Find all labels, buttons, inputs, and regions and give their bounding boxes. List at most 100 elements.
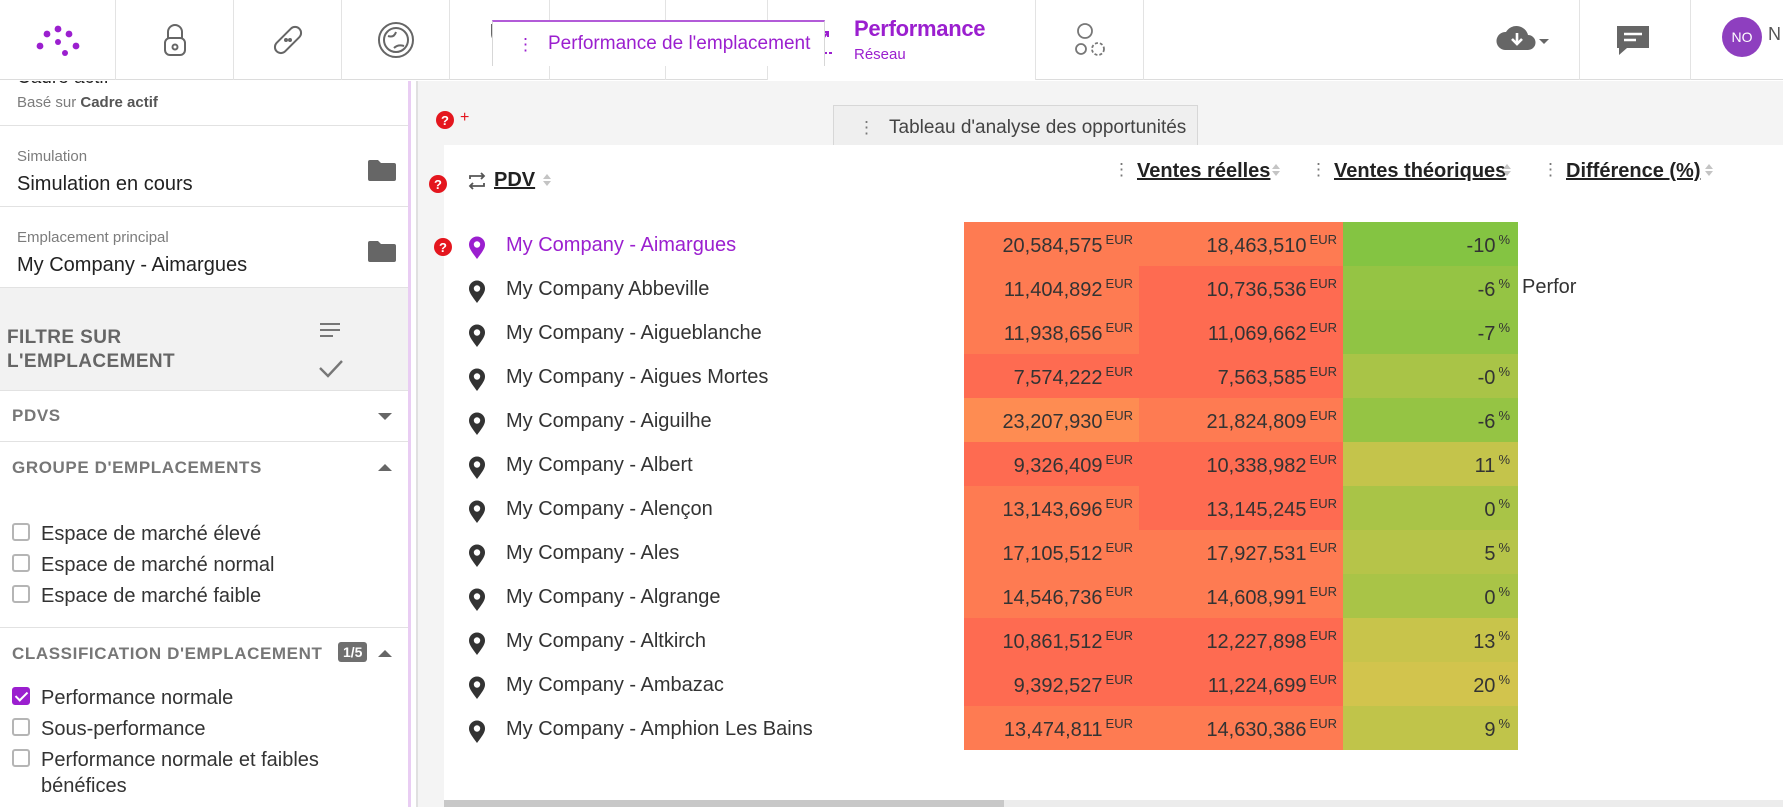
checkbox[interactable] [12, 554, 30, 572]
column-header-difference[interactable]: Différence (%) [1566, 160, 1701, 182]
column-header-actual-sales[interactable]: Ventes réelles [1137, 160, 1271, 182]
pdv-name[interactable]: My Company - Aigueblanche [506, 322, 762, 344]
difference-cell: 0% [1343, 486, 1518, 530]
table-row[interactable]: My Company - Alençon 13,143,696 EUR 13,145,… [444, 486, 1783, 530]
cell-value: -6 [1477, 279, 1496, 301]
list-icon[interactable] [318, 321, 342, 339]
main-location-block[interactable]: Emplacement principal My Company - Aimar… [0, 207, 408, 288]
folder-icon[interactable] [368, 159, 396, 181]
help-icon[interactable]: ? [434, 238, 452, 256]
location-pin-icon [468, 368, 486, 397]
classification-count-badge: 1/5 [338, 642, 368, 662]
add-tab-button[interactable]: + [460, 109, 470, 126]
nav-world[interactable] [342, 0, 450, 80]
user-avatar[interactable]: NO [1722, 17, 1762, 57]
checkbox[interactable] [12, 718, 30, 736]
kebab-icon[interactable]: ⋮ [1310, 160, 1327, 179]
pdv-name[interactable]: My Company Abbeville [506, 278, 710, 300]
help-icon[interactable]: ? [429, 175, 447, 193]
table-row[interactable]: My Company - Albert 9,326,409 EUR 10,338,98… [444, 442, 1783, 486]
logo-button[interactable] [0, 0, 116, 80]
checkbox-label: Espace de marché faible [41, 585, 262, 607]
sort-icon[interactable] [1272, 164, 1280, 176]
horizontal-scrollbar[interactable] [444, 800, 1783, 807]
nav-security[interactable] [116, 0, 234, 80]
kebab-icon[interactable]: ⋮ [858, 118, 875, 137]
chevron-down-icon[interactable] [378, 413, 392, 420]
nav-health[interactable] [234, 0, 342, 80]
help-icon[interactable]: ? [436, 111, 454, 129]
kebab-icon[interactable]: ⋮ [1542, 160, 1559, 179]
cloud-download-icon [1496, 26, 1549, 50]
difference-cell: -7% [1343, 310, 1518, 354]
tab-label: Tableau d'analyse des opportunités [889, 116, 1187, 138]
tab-opportunity-analysis[interactable]: ⋮ Tableau d'analyse des opportunités [833, 105, 1198, 149]
chevron-up-icon[interactable] [378, 650, 392, 657]
difference-cell: 11% [1343, 442, 1518, 486]
sort-icon[interactable] [1503, 164, 1511, 176]
actual-sales-cell: 14,546,736 EUR [964, 574, 1139, 618]
cell-unit: EUR [1309, 452, 1337, 467]
table-row[interactable]: My Company - Ambazac 9,392,527 EUR 11,224,6… [444, 662, 1783, 706]
messages-button[interactable] [1613, 0, 1653, 80]
table-row[interactable]: My Company - Aimargues 20,584,575 EUR 18,46… [444, 222, 1783, 266]
table-row[interactable]: My Company - Algrange 14,546,736 EUR 14,608… [444, 574, 1783, 618]
checkbox[interactable] [12, 687, 30, 705]
location-pin-icon [468, 236, 486, 265]
pdvs-section[interactable]: PDVS [0, 391, 408, 442]
checkbox-option[interactable]: Espace de marché normal [12, 552, 361, 578]
scrollbar-thumb[interactable] [444, 800, 1004, 807]
column-header-pdv[interactable]: PDV [494, 169, 536, 191]
checkbox-label: Espace de marché normal [41, 554, 275, 576]
pdv-name[interactable]: My Company - Altkirch [506, 630, 707, 652]
table-row[interactable]: My Company - Ales 17,105,512 EUR 17,927,531… [444, 530, 1783, 574]
pdv-name[interactable]: My Company - Ambazac [506, 674, 724, 696]
checkbox[interactable] [12, 523, 30, 541]
table-row[interactable]: My Company - Aigueblanche 11,938,656 EUR 11… [444, 310, 1783, 354]
cell-value: 0 [1484, 587, 1496, 609]
pdv-name[interactable]: My Company - Amphion Les Bains [506, 718, 813, 740]
simulation-block[interactable]: Simulation Simulation en cours [0, 126, 408, 207]
tab-location-performance[interactable]: ⋮ Performance de l'emplacement [492, 20, 825, 66]
checkbox-option[interactable]: Espace de marché élevé [12, 521, 361, 547]
pdv-name[interactable]: My Company - Aimargues [506, 234, 737, 256]
checkbox[interactable] [12, 585, 30, 603]
table-row[interactable]: My Company - Aigues Mortes 7,574,222 EUR 7,… [444, 354, 1783, 398]
check-icon[interactable] [318, 358, 344, 378]
cell-unit: EUR [1105, 628, 1133, 643]
pdvs-title: PDVS [12, 406, 61, 425]
folder-icon[interactable] [368, 240, 396, 262]
kebab-icon[interactable]: ⋮ [517, 34, 534, 54]
pdv-name[interactable]: My Company - Aiguilhe [506, 410, 712, 432]
checkbox[interactable] [12, 749, 30, 767]
table-row[interactable]: My Company Abbeville 11,404,892 EUR 10,736,… [444, 266, 1783, 310]
checkbox-option[interactable]: Performance normale et faibles bénéfices [12, 747, 361, 799]
column-header-theoretical-sales[interactable]: Ventes théoriques [1334, 160, 1507, 182]
table-row[interactable]: My Company - Amphion Les Bains 13,474,811… [444, 706, 1783, 750]
cell-unit: EUR [1309, 232, 1337, 247]
checkbox-option[interactable]: Espace de marché faible [12, 583, 361, 609]
sort-icon[interactable] [543, 174, 551, 186]
checkbox-option[interactable]: Performance normale [12, 685, 361, 711]
cell-unit: % [1498, 716, 1510, 731]
difference-cell: 9% [1343, 706, 1518, 750]
actual-sales-cell: 9,392,527 EUR [964, 662, 1139, 706]
nav-settings[interactable] [1036, 0, 1144, 80]
sidebar-resize-handle[interactable] [408, 81, 411, 807]
swap-icon[interactable] [466, 170, 488, 192]
kebab-icon[interactable]: ⋮ [1113, 160, 1130, 179]
location-pin-icon [468, 412, 486, 441]
sort-icon[interactable] [1705, 164, 1713, 176]
checkbox-option[interactable]: Sous-performance [12, 716, 361, 742]
chevron-up-icon[interactable] [378, 464, 392, 471]
user-name-truncated: N [1768, 24, 1781, 44]
pdv-name[interactable]: My Company - Algrange [506, 586, 721, 608]
pdv-name[interactable]: My Company - Aigues Mortes [506, 366, 769, 388]
table-row[interactable]: My Company - Altkirch 10,861,512 EUR 12,227… [444, 618, 1783, 662]
pdv-name[interactable]: My Company - Ales [506, 542, 680, 564]
pdv-name[interactable]: My Company - Alençon [506, 498, 713, 520]
table-row[interactable]: My Company - Aiguilhe 23,207,930 EUR 21,824… [444, 398, 1783, 442]
download-button[interactable] [1493, 0, 1553, 80]
cell-unit: % [1498, 320, 1510, 335]
pdv-name[interactable]: My Company - Albert [506, 454, 693, 476]
